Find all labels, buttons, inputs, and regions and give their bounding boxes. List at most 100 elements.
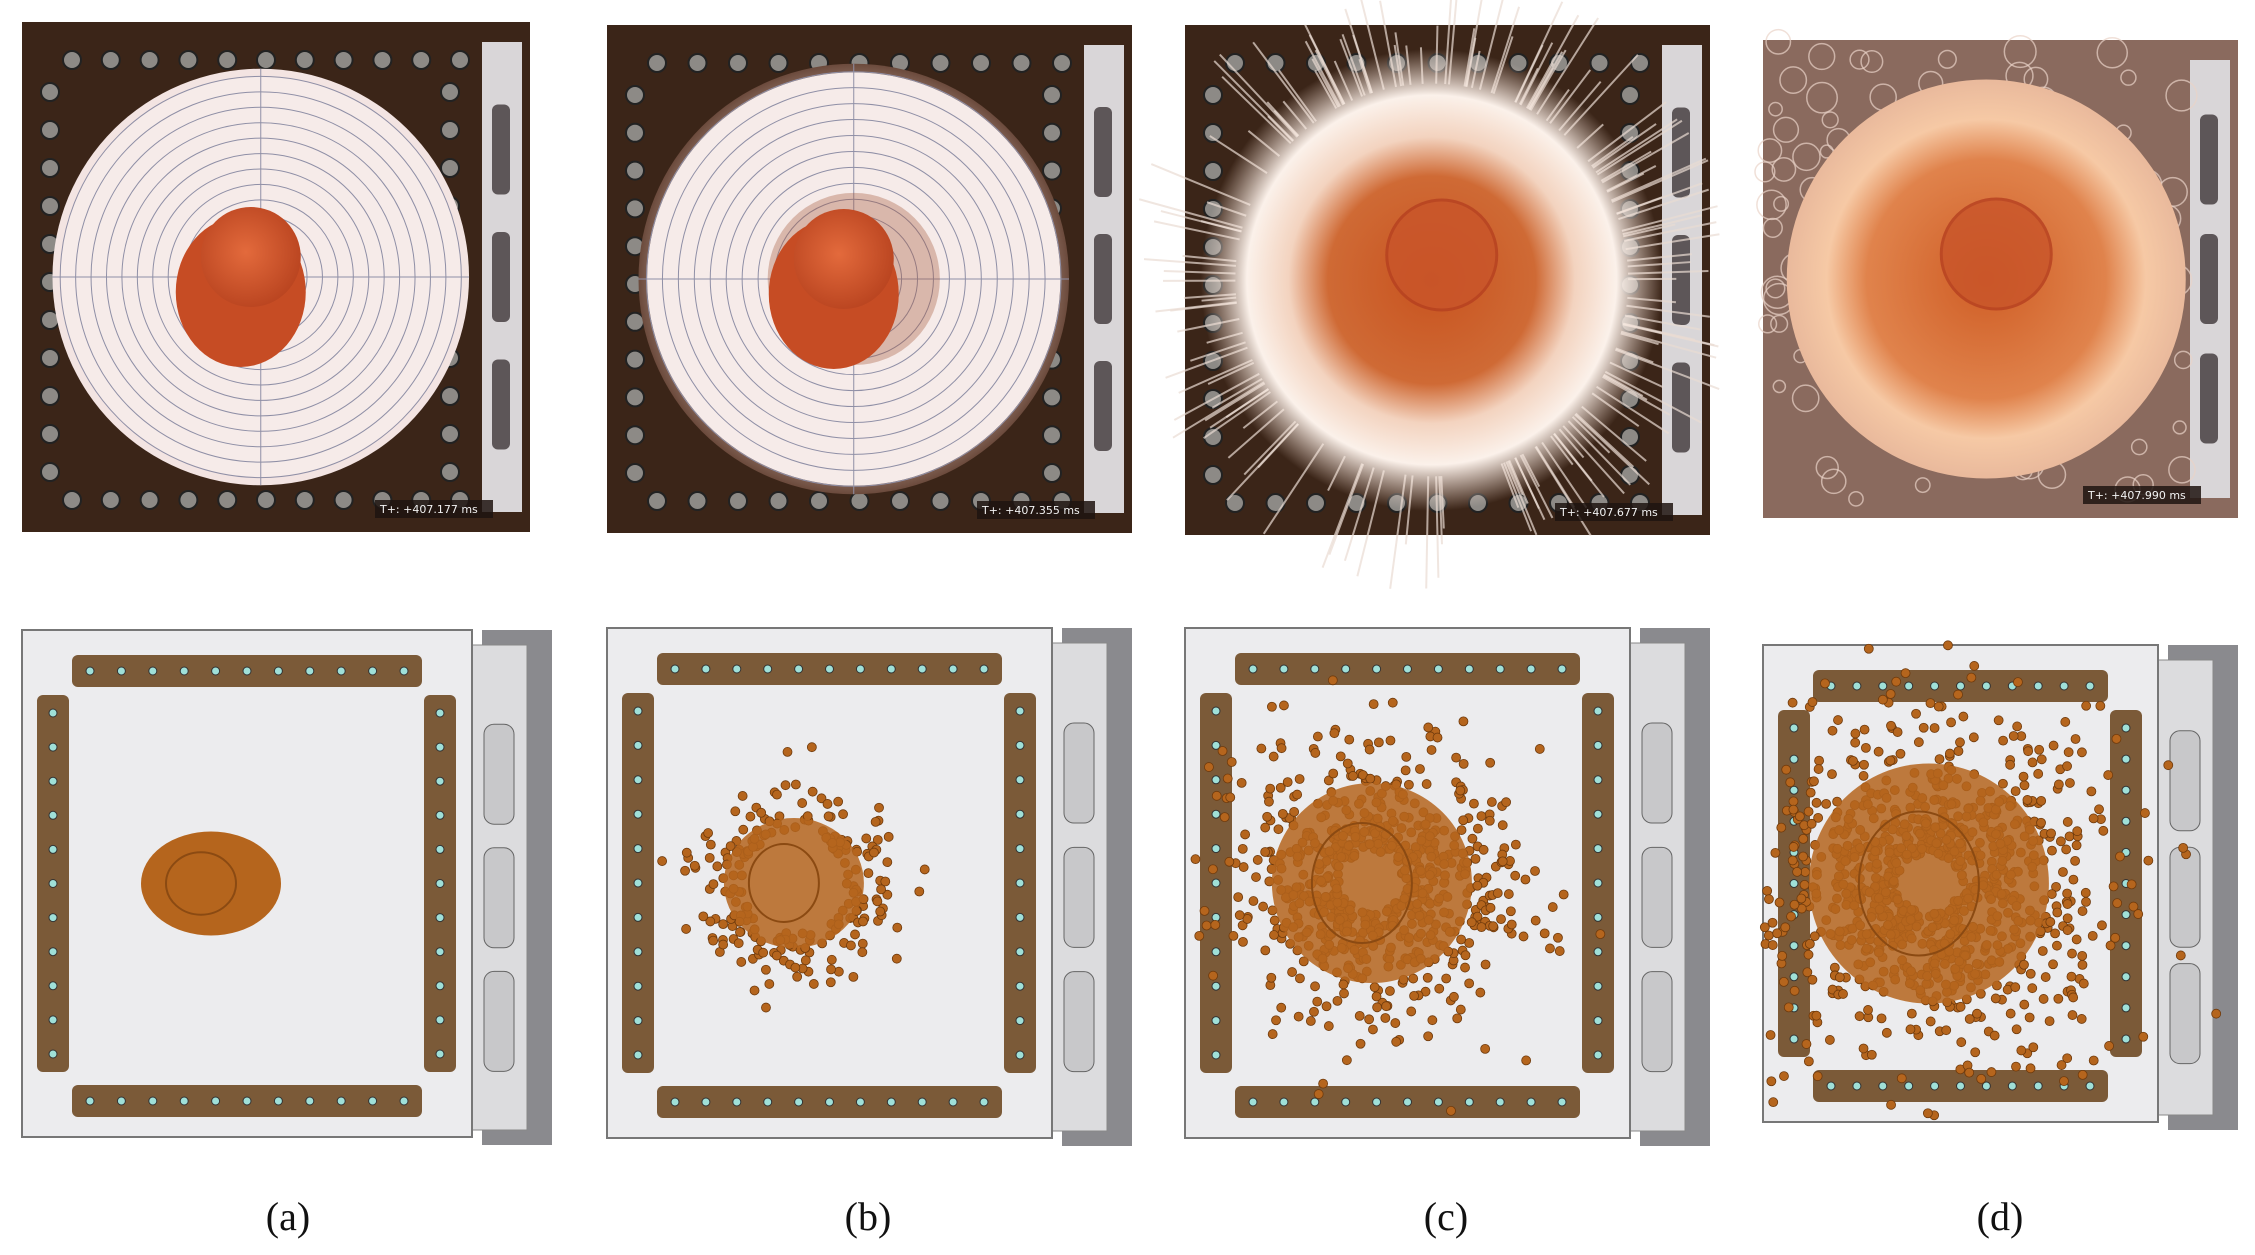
particle [2058, 867, 2068, 877]
bolt-marker [336, 1096, 346, 1106]
particle [826, 954, 837, 965]
particle [1811, 1010, 1822, 1021]
bolt-marker [1372, 664, 1382, 674]
particle [2088, 813, 2099, 824]
bolt-marker [435, 879, 445, 888]
bolt [372, 50, 393, 70]
particle [1814, 755, 1824, 766]
bolt [294, 50, 315, 70]
particle [2067, 948, 2077, 959]
particle [858, 916, 868, 927]
particle [1273, 824, 1284, 835]
particle [1387, 697, 1398, 708]
particle [2052, 940, 2062, 951]
bolt-marker [1464, 1097, 1474, 1107]
bolt-marker [435, 708, 445, 718]
particle [1368, 699, 1379, 710]
particle [1298, 956, 1309, 967]
particle [1289, 806, 1300, 817]
bolt-marker [1789, 1034, 1799, 1044]
particle [1787, 855, 1798, 866]
bolt-marker [886, 664, 896, 674]
particle [1787, 697, 1798, 708]
bolt [625, 198, 645, 219]
bolt-marker [148, 1096, 158, 1106]
bolt-marker [2033, 681, 2043, 691]
particle [1469, 798, 1479, 809]
particle [1777, 950, 1788, 961]
timestamp-bg [977, 501, 1095, 519]
particle [2105, 940, 2116, 951]
particle [2019, 780, 2030, 791]
particle [1492, 888, 1503, 898]
particle [2048, 959, 2058, 970]
bolt-marker [979, 1097, 989, 1107]
particle [1780, 922, 1791, 933]
bolt-marker [305, 666, 315, 676]
particle [869, 847, 879, 858]
particle [2062, 1053, 2073, 1064]
particle [1813, 764, 1824, 774]
particle [1789, 899, 1800, 910]
particle [1794, 811, 1805, 822]
particle [704, 852, 715, 863]
bolt-marker [435, 947, 445, 957]
bolt-marker [1211, 706, 1221, 716]
particle [1427, 1015, 1438, 1026]
particle [1458, 758, 1469, 769]
particle [1496, 914, 1506, 925]
particle [1933, 701, 1944, 712]
particle [1267, 1029, 1278, 1039]
particle [2018, 771, 2029, 782]
particle [1282, 777, 1293, 788]
particle [657, 856, 668, 866]
projectile-nose [1939, 197, 2053, 311]
bolt-marker [211, 666, 221, 676]
bolt [40, 348, 60, 368]
bolt-marker [48, 879, 58, 888]
spray-bubble [1770, 314, 1789, 333]
spray-bubble [1792, 142, 1821, 172]
particle [2211, 1008, 2222, 1019]
bolt [1042, 160, 1062, 181]
bolt-marker [633, 809, 643, 819]
particle [2052, 907, 2063, 918]
spray-bubble [1860, 49, 1884, 74]
particle [1956, 1037, 1967, 1048]
bolt-marker [763, 664, 773, 674]
particle [2024, 1012, 2035, 1023]
particle [1484, 815, 1495, 826]
particle [1530, 915, 1541, 926]
bolt [440, 120, 460, 140]
bolt [40, 462, 60, 482]
spray-bubble [1791, 384, 1820, 413]
spray-bubble [1806, 81, 1838, 114]
bolt [411, 50, 432, 70]
particle [1521, 1055, 1532, 1066]
particle [823, 811, 834, 822]
bolt-marker [48, 1015, 58, 1025]
particle [2143, 855, 2154, 866]
projectile-core [723, 818, 864, 948]
particle [1520, 874, 1531, 885]
bolt-marker [701, 664, 711, 674]
bolt [217, 490, 238, 510]
particle [1497, 856, 1508, 867]
particle [2056, 1060, 2067, 1070]
bolt [217, 50, 238, 70]
particle [1796, 893, 1807, 904]
particle [2126, 879, 2137, 890]
projectile-cap [747, 843, 820, 923]
bolt-marker [670, 1097, 680, 1107]
bolt-marker [1789, 972, 1799, 982]
bolt [687, 53, 708, 73]
particle [1805, 787, 1816, 798]
timestamp: T+: +407.990 ms [2087, 489, 2186, 502]
particle [1365, 773, 1376, 784]
projectile-core [141, 831, 281, 936]
bolt-marker [1211, 878, 1221, 888]
bolt-marker [1211, 947, 1221, 957]
particle [1886, 1099, 1896, 1110]
spray-bubble [1772, 379, 1787, 394]
bolt [647, 53, 667, 73]
